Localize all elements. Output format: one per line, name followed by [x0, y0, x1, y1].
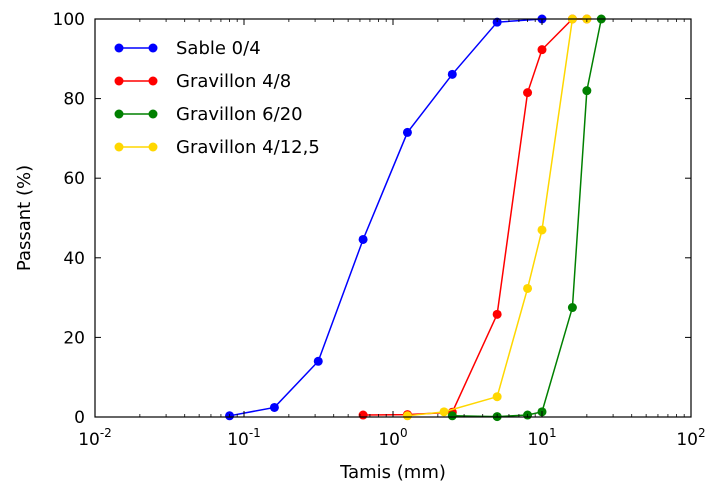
x-tick-label: 101 [527, 426, 556, 450]
series-line [363, 18, 587, 416]
plot-area [95, 19, 691, 417]
legend-item: Gravillon 4/12,5 [114, 137, 320, 158]
data-point [567, 303, 577, 313]
legend-label: Gravillon 4/12,5 [176, 137, 320, 158]
data-point [313, 356, 323, 366]
data-point [269, 402, 279, 412]
legend-label: Gravillon 6/20 [176, 104, 303, 125]
data-point [582, 86, 592, 96]
x-tick-label: 10-1 [227, 426, 261, 450]
y-tick-label: 100 [53, 10, 85, 30]
legend-label: Gravillon 4/8 [176, 71, 291, 92]
legend-swatch-marker [148, 76, 158, 86]
legend-swatch-marker [148, 43, 158, 53]
y-axis-ticks: 0 20 40 60 80 100 [53, 10, 691, 428]
legend-item: Gravillon 6/20 [114, 104, 303, 125]
x-tick-label: 100 [378, 426, 407, 450]
x-tick-label: 10-2 [78, 426, 112, 450]
legend-swatch-marker [114, 109, 124, 119]
legend-swatch-marker [148, 142, 158, 152]
data-point [447, 69, 457, 79]
data-point [523, 283, 533, 293]
y-tick-label: 80 [63, 90, 85, 110]
legend-item: Sable 0/4 [114, 38, 261, 59]
legend-label: Sable 0/4 [176, 38, 261, 59]
y-tick-label: 0 [74, 408, 85, 428]
data-point [492, 309, 502, 319]
legend-item: Gravillon 4/8 [114, 71, 291, 92]
x-axis-ticks: 10-2 10-1 100 101 102 [78, 19, 706, 450]
y-axis-label: Passant (%) [14, 165, 35, 271]
y-tick-label: 40 [63, 249, 85, 269]
data-point [523, 88, 533, 98]
x-tick-label: 102 [676, 426, 705, 450]
legend-swatch-marker [148, 109, 158, 119]
data-point [439, 407, 449, 417]
data-point [447, 411, 457, 421]
data-point [492, 392, 502, 402]
x-axis-label: Tamis (mm) [339, 462, 446, 483]
series-line [229, 18, 543, 417]
data-point [537, 45, 547, 55]
data-point [537, 225, 547, 235]
data-point [492, 17, 502, 27]
legend-swatch-marker [114, 43, 124, 53]
y-tick-label: 20 [63, 328, 85, 348]
legend-swatch-marker [114, 142, 124, 152]
data-point [358, 234, 368, 244]
data-point [402, 127, 412, 137]
y-tick-label: 60 [63, 169, 85, 189]
legend-swatch-marker [114, 76, 124, 86]
data-point [402, 411, 412, 421]
series-1 [225, 14, 547, 421]
legend: Sable 0/4 Gravillon 4/8 Gravillon 6/20 Grav… [114, 38, 320, 158]
